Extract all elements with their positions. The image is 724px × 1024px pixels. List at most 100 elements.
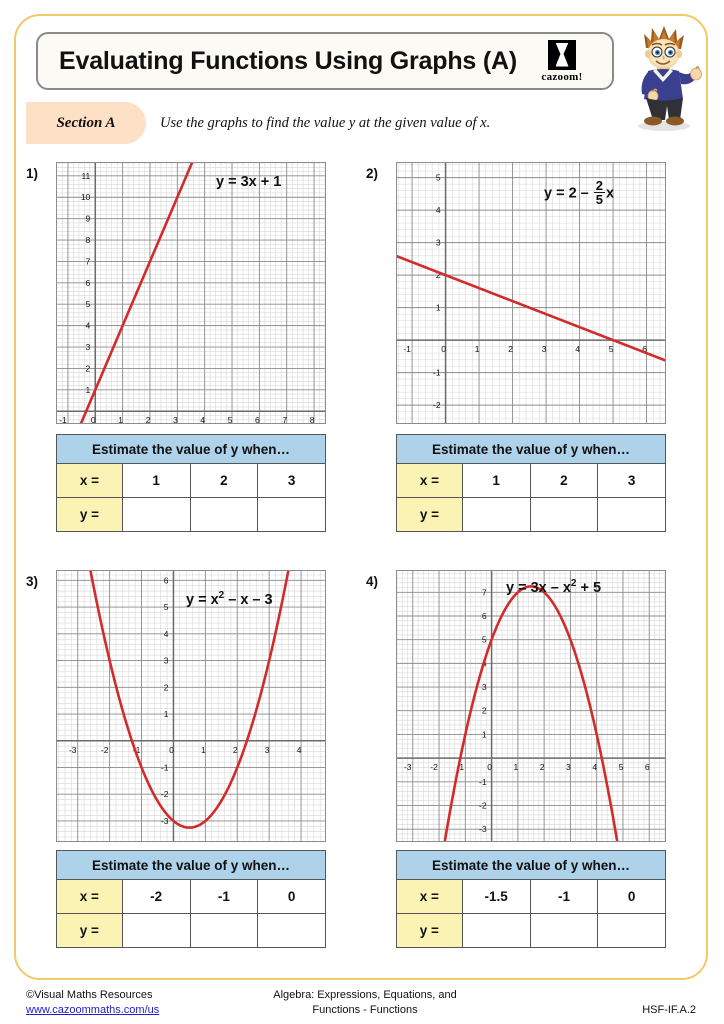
x-value-cell: 3 xyxy=(597,463,666,498)
svg-text:0: 0 xyxy=(169,745,174,755)
svg-text:0: 0 xyxy=(441,344,446,354)
footer-left: ©Visual Maths Resources www.cazoommaths.… xyxy=(26,988,159,1018)
y-answer-cell[interactable] xyxy=(529,913,599,948)
worksheet-title-box: Evaluating Functions Using Graphs (A) ca… xyxy=(36,32,614,90)
x-value-cell: 1 xyxy=(461,463,531,498)
svg-text:-2: -2 xyxy=(430,762,438,772)
svg-text:0: 0 xyxy=(91,415,96,423)
svg-text:11: 11 xyxy=(81,171,90,181)
svg-text:1: 1 xyxy=(475,344,480,354)
x-value-cell: -1 xyxy=(189,879,259,914)
answer-table-1[interactable]: Estimate the value of y when… x = 1 2 3 … xyxy=(56,434,326,532)
footer-topic: Algebra: Expressions, Equations, and Fun… xyxy=(240,988,490,1018)
svg-text:-3: -3 xyxy=(479,824,487,834)
website-link[interactable]: www.cazoommaths.com/us xyxy=(26,1003,160,1016)
y-answer-cell[interactable] xyxy=(597,497,666,532)
svg-text:1: 1 xyxy=(118,415,123,423)
y-answer-cell[interactable] xyxy=(189,497,259,532)
copyright-text: ©Visual Maths Resources xyxy=(26,989,153,1001)
svg-text:-3: -3 xyxy=(161,816,169,826)
y-answer-cell[interactable] xyxy=(461,497,531,532)
table-header: Estimate the value of y when… xyxy=(56,850,326,880)
svg-text:-1: -1 xyxy=(479,777,487,787)
svg-text:7: 7 xyxy=(282,415,287,423)
svg-text:-1: -1 xyxy=(59,415,67,423)
svg-text:3: 3 xyxy=(566,762,571,772)
svg-text:6: 6 xyxy=(164,575,169,585)
answer-table-4[interactable]: Estimate the value of y when… x = -1.5 -… xyxy=(396,850,666,948)
svg-text:1: 1 xyxy=(86,385,91,395)
equation-label-4: y = 3x – x2 + 5 xyxy=(506,578,602,596)
svg-text:5: 5 xyxy=(619,762,624,772)
question-1: 1) -1 0 1 2 3 4 5 6 7 8 1 2 3 4 5 6 7 8 9 10 11 y = 3x + 1 xyxy=(26,162,332,424)
x-value-cell: -2 xyxy=(121,879,191,914)
svg-text:8: 8 xyxy=(310,415,315,423)
y-row-label: y = xyxy=(396,497,463,532)
table-header: Estimate the value of y when… xyxy=(396,434,666,464)
y-answer-cell[interactable] xyxy=(529,497,599,532)
svg-text:2: 2 xyxy=(233,745,238,755)
x-value-cell: -1.5 xyxy=(461,879,531,914)
svg-text:-2: -2 xyxy=(161,789,169,799)
svg-text:6: 6 xyxy=(86,278,91,288)
svg-text:3: 3 xyxy=(164,656,169,666)
graph-1: -1 0 1 2 3 4 5 6 7 8 1 2 3 4 5 6 7 8 9 10 11 xyxy=(56,162,326,424)
cazoom-logo: cazoom! xyxy=(520,38,604,84)
page-title: Evaluating Functions Using Graphs (A) xyxy=(59,46,517,75)
question-number: 4) xyxy=(366,574,379,589)
y-answer-cell[interactable] xyxy=(461,913,531,948)
svg-text:-2: -2 xyxy=(479,800,487,810)
svg-text:-1: -1 xyxy=(433,368,441,378)
svg-text:2: 2 xyxy=(540,762,545,772)
y-answer-cell[interactable] xyxy=(189,913,259,948)
answer-table-2[interactable]: Estimate the value of y when… x = 1 2 3 … xyxy=(396,434,666,532)
svg-text:8: 8 xyxy=(86,235,91,245)
section-label: Section A xyxy=(56,114,116,131)
svg-text:3: 3 xyxy=(173,415,178,423)
svg-text:4: 4 xyxy=(592,762,597,772)
x-row-label: x = xyxy=(396,463,463,498)
section-badge: Section A xyxy=(26,102,146,144)
x-value-cell: 2 xyxy=(529,463,599,498)
svg-text:3: 3 xyxy=(436,238,441,248)
y-row-label: y = xyxy=(56,913,123,948)
question-number: 1) xyxy=(26,166,39,181)
svg-text:4: 4 xyxy=(164,629,169,639)
y-answer-cell[interactable] xyxy=(257,913,326,948)
svg-text:-3: -3 xyxy=(69,745,77,755)
equation-label-1: y = 3x + 1 xyxy=(216,174,282,190)
x-value-cell: 1 xyxy=(121,463,191,498)
logo-wordmark: cazoom! xyxy=(541,70,583,83)
svg-text:3: 3 xyxy=(542,344,547,354)
y-answer-cell[interactable] xyxy=(597,913,666,948)
svg-text:-1: -1 xyxy=(161,762,169,772)
y-answer-cell[interactable] xyxy=(121,913,191,948)
svg-text:6: 6 xyxy=(482,611,487,621)
cartoon-boy-mascot xyxy=(620,22,704,132)
svg-text:3: 3 xyxy=(86,342,91,352)
svg-text:2: 2 xyxy=(482,706,487,716)
svg-text:4: 4 xyxy=(297,745,302,755)
x-row-label: x = xyxy=(56,463,123,498)
svg-text:10: 10 xyxy=(81,192,91,202)
question-number: 3) xyxy=(26,574,39,589)
y-answer-cell[interactable] xyxy=(121,497,191,532)
equation-label-3: y = x2 – x – 3 xyxy=(186,590,273,608)
y-answer-cell[interactable] xyxy=(257,497,326,532)
x-value-cell: 2 xyxy=(189,463,259,498)
section-instruction: Use the graphs to find the value y at th… xyxy=(160,114,491,131)
svg-text:2: 2 xyxy=(146,415,151,423)
table-header: Estimate the value of y when… xyxy=(396,850,666,880)
svg-text:5: 5 xyxy=(482,635,487,645)
graph-4: -3 -2 -1 0 1 2 3 4 5 6 -3 -2 -1 1 2 3 4 5 6 7 xyxy=(396,570,666,842)
answer-table-3[interactable]: Estimate the value of y when… x = -2 -1 … xyxy=(56,850,326,948)
x-value-cell: -1 xyxy=(529,879,599,914)
svg-text:5: 5 xyxy=(86,299,91,309)
svg-text:2: 2 xyxy=(164,682,169,692)
svg-text:4: 4 xyxy=(575,344,580,354)
svg-text:6: 6 xyxy=(255,415,260,423)
svg-text:7: 7 xyxy=(482,587,487,597)
svg-text:7: 7 xyxy=(86,256,91,266)
